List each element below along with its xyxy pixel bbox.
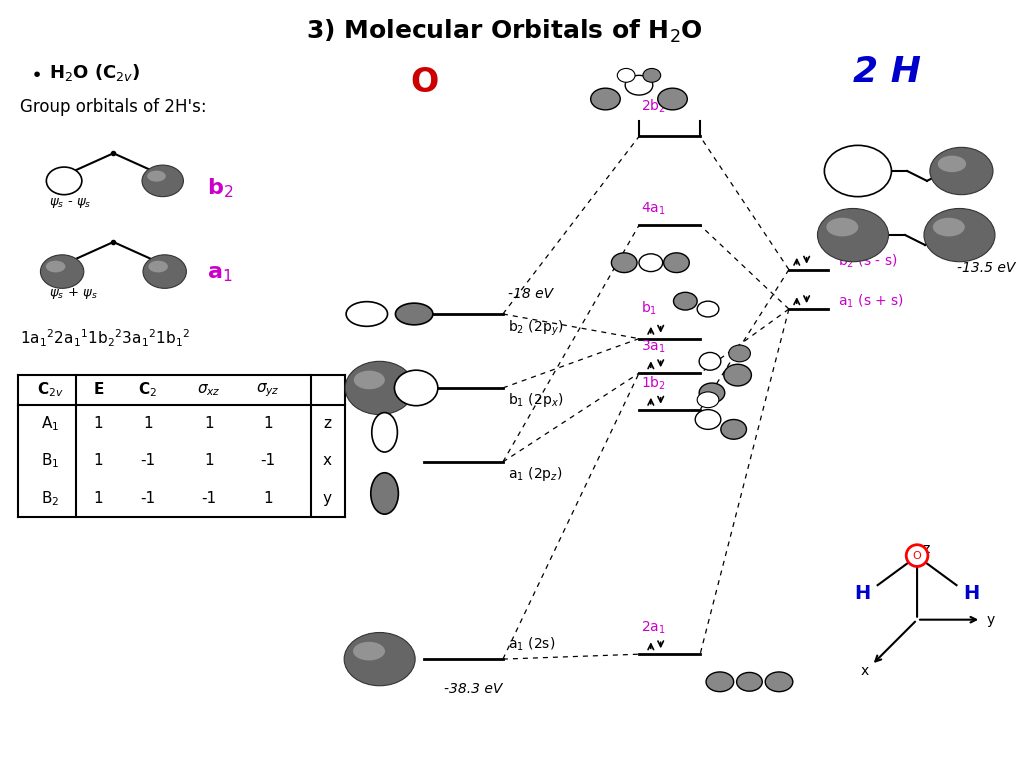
Text: 4a$_1$: 4a$_1$ xyxy=(641,201,666,217)
Ellipse shape xyxy=(697,301,719,317)
Text: 3a$_1$: 3a$_1$ xyxy=(641,339,666,356)
Text: 1: 1 xyxy=(204,416,214,431)
Ellipse shape xyxy=(143,255,186,288)
Text: 1: 1 xyxy=(263,416,273,431)
Text: b$_2$ (2p$_y$): b$_2$ (2p$_y$) xyxy=(508,319,563,339)
Ellipse shape xyxy=(729,345,751,362)
Text: O: O xyxy=(912,551,922,561)
Ellipse shape xyxy=(148,260,168,273)
Ellipse shape xyxy=(46,260,66,273)
Text: y: y xyxy=(323,491,332,506)
Text: -1: -1 xyxy=(261,453,275,468)
Ellipse shape xyxy=(930,147,993,194)
Text: -1: -1 xyxy=(140,453,156,468)
Text: y: y xyxy=(986,613,994,627)
Text: A$_1$: A$_1$ xyxy=(41,414,59,433)
Text: 2b$_2$: 2b$_2$ xyxy=(641,98,666,114)
Text: b$_1$ (2p$_x$): b$_1$ (2p$_x$) xyxy=(508,391,563,409)
Ellipse shape xyxy=(938,156,967,172)
Text: 1b$_2$: 1b$_2$ xyxy=(641,375,666,392)
Ellipse shape xyxy=(46,167,82,194)
Text: 1: 1 xyxy=(94,453,103,468)
Text: 1a$_1$$^2$2a$_1$$^1$1b$_2$$^2$3a$_1$$^2$1b$_1$$^2$: 1a$_1$$^2$2a$_1$$^1$1b$_2$$^2$3a$_1$$^2$… xyxy=(19,328,190,349)
Text: 2 H: 2 H xyxy=(853,55,922,89)
Text: 2a$_1$: 2a$_1$ xyxy=(641,620,666,637)
Text: B$_2$: B$_2$ xyxy=(41,489,59,508)
Text: z: z xyxy=(922,541,930,556)
Text: H$_2$O (C$_{2v}$): H$_2$O (C$_{2v}$) xyxy=(49,62,141,83)
Ellipse shape xyxy=(826,218,858,237)
Text: O: O xyxy=(410,66,438,99)
Text: x: x xyxy=(323,453,332,468)
Text: H: H xyxy=(964,584,979,603)
Text: -1: -1 xyxy=(202,491,217,506)
Text: z: z xyxy=(324,416,332,431)
Ellipse shape xyxy=(353,371,385,389)
Text: a$_1$ (2s): a$_1$ (2s) xyxy=(508,636,555,653)
Text: b$_2$ (s - s): b$_2$ (s - s) xyxy=(839,253,898,270)
Ellipse shape xyxy=(147,170,166,182)
Ellipse shape xyxy=(924,208,995,262)
Ellipse shape xyxy=(697,392,719,408)
Ellipse shape xyxy=(643,68,660,82)
Text: H: H xyxy=(855,584,871,603)
Ellipse shape xyxy=(40,255,84,288)
Ellipse shape xyxy=(933,218,965,237)
Ellipse shape xyxy=(344,633,415,686)
Text: b$_2$: b$_2$ xyxy=(207,176,233,200)
Text: a$_1$ (s + s): a$_1$ (s + s) xyxy=(839,293,904,310)
Ellipse shape xyxy=(639,254,663,272)
Ellipse shape xyxy=(706,672,733,692)
Text: $\psi_s$ + $\psi_s$: $\psi_s$ + $\psi_s$ xyxy=(49,286,98,301)
Text: x: x xyxy=(861,664,869,678)
Ellipse shape xyxy=(353,642,385,660)
Ellipse shape xyxy=(699,353,721,370)
Text: 1: 1 xyxy=(204,453,214,468)
Ellipse shape xyxy=(721,419,746,439)
Ellipse shape xyxy=(611,253,637,273)
Text: 1: 1 xyxy=(143,416,153,431)
Ellipse shape xyxy=(699,383,725,402)
Ellipse shape xyxy=(724,364,752,386)
Text: $\bullet$: $\bullet$ xyxy=(30,63,41,82)
Text: -1: -1 xyxy=(140,491,156,506)
Ellipse shape xyxy=(695,409,721,429)
Text: 3) Molecular Orbitals of H$_2$O: 3) Molecular Orbitals of H$_2$O xyxy=(306,18,703,45)
Ellipse shape xyxy=(824,145,892,197)
Ellipse shape xyxy=(371,473,398,514)
Ellipse shape xyxy=(395,303,433,325)
Text: 1: 1 xyxy=(94,491,103,506)
Ellipse shape xyxy=(765,672,793,692)
Ellipse shape xyxy=(736,673,762,691)
Ellipse shape xyxy=(664,253,689,273)
Ellipse shape xyxy=(906,545,928,567)
Ellipse shape xyxy=(346,302,387,326)
Text: $\psi_s$ - $\psi_s$: $\psi_s$ - $\psi_s$ xyxy=(49,196,92,210)
Text: B$_1$: B$_1$ xyxy=(41,452,59,470)
Text: C$_{2v}$: C$_{2v}$ xyxy=(37,381,63,399)
Ellipse shape xyxy=(617,68,635,82)
Text: 1: 1 xyxy=(94,416,103,431)
Ellipse shape xyxy=(372,412,397,452)
Text: 1: 1 xyxy=(263,491,273,506)
Text: E: E xyxy=(93,382,103,397)
Ellipse shape xyxy=(345,361,414,415)
Text: b$_1$: b$_1$ xyxy=(641,300,657,317)
Text: -38.3 eV: -38.3 eV xyxy=(443,682,502,696)
Text: $\sigma_{xz}$: $\sigma_{xz}$ xyxy=(198,382,221,398)
Text: Group orbitals of 2H's:: Group orbitals of 2H's: xyxy=(19,98,207,116)
Text: -13.5 eV: -13.5 eV xyxy=(956,260,1015,275)
Text: -18 eV: -18 eV xyxy=(508,287,553,301)
Text: a$_1$ (2p$_z$): a$_1$ (2p$_z$) xyxy=(508,465,562,483)
Ellipse shape xyxy=(817,208,889,262)
Ellipse shape xyxy=(626,75,652,95)
Text: C$_2$: C$_2$ xyxy=(138,381,158,399)
Ellipse shape xyxy=(142,165,183,197)
Ellipse shape xyxy=(394,370,438,406)
Ellipse shape xyxy=(591,88,621,110)
Ellipse shape xyxy=(657,88,687,110)
Ellipse shape xyxy=(674,293,697,310)
Text: a$_1$: a$_1$ xyxy=(207,263,232,283)
Text: $\sigma_{yz}$: $\sigma_{yz}$ xyxy=(256,381,281,399)
